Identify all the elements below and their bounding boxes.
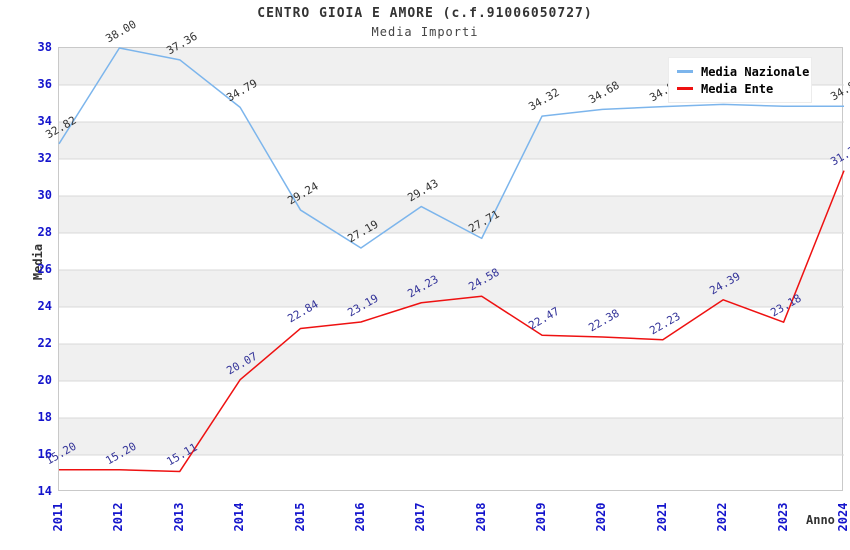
x-tick-label: 2011 [51,502,65,532]
x-tick-label: 2017 [413,502,428,532]
y-tick-label: 20 [37,373,52,387]
x-tick-label: 2013 [171,502,186,532]
chart-subtitle: Media Importi [371,25,479,39]
x-tick-label: 2020 [594,502,609,532]
x-axis-title: Anno [806,513,835,527]
legend-item: Media Ente [677,80,803,97]
series-line-media-nazionale [58,47,844,249]
x-tick-label: 2022 [715,502,730,532]
x-tick-label: 2014 [232,502,247,532]
y-tick-label: 30 [37,188,52,202]
y-tick-label: 26 [37,262,52,276]
y-tick-label: 24 [37,299,52,313]
x-tick-label: 2019 [534,502,549,532]
plot-area [58,47,845,491]
y-tick-label: 22 [37,336,52,350]
x-tick-label: 2012 [111,502,126,532]
x-tick-label: 2018 [473,502,488,532]
legend-label: Media Ente [701,81,774,96]
y-tick-label: 32 [37,151,52,165]
y-tick-label: 16 [37,447,52,461]
x-tick-label: 2016 [352,502,367,532]
y-tick-label: 14 [37,484,52,498]
chart-title: CENTRO GIOIA E AMORE (c.f.91006050727) [257,6,593,21]
y-tick-label: 34 [37,114,52,128]
y-tick-label: 38 [37,40,52,54]
y-tick-label: 28 [37,225,52,239]
series-plot [58,47,845,473]
legend-label: Media Nazionale [701,64,810,79]
y-tick-label: 18 [37,410,52,424]
x-tick-label: 2021 [654,502,669,532]
legend-item: Media Nazionale [677,63,809,80]
x-tick-label: 2023 [775,502,790,532]
legend: Media Nazionale Media Ente [668,57,812,103]
y-tick-label: 36 [37,77,52,91]
series-line-media-ente [59,170,845,473]
legend-swatch-icon [677,87,693,90]
x-tick-label: 2024 [836,502,850,532]
legend-swatch-icon [677,70,693,73]
x-tick-label: 2015 [292,502,307,532]
